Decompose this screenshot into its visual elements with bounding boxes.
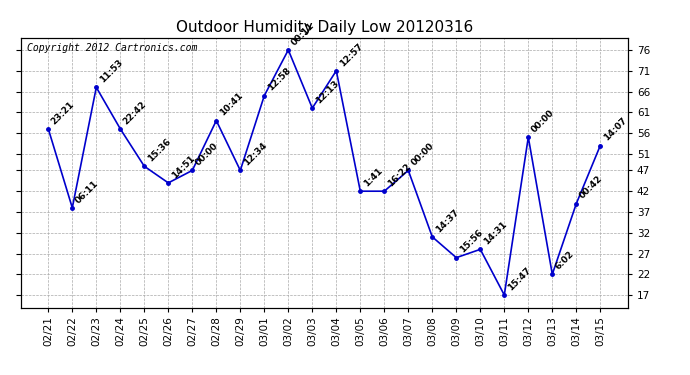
Text: 14:31: 14:31 (482, 220, 509, 247)
Text: 14:51: 14:51 (170, 153, 197, 180)
Text: 06:11: 06:11 (74, 178, 100, 205)
Text: 15:56: 15:56 (457, 228, 484, 255)
Text: 15:47: 15:47 (506, 266, 533, 292)
Text: 22:42: 22:42 (121, 99, 148, 126)
Text: 12:13: 12:13 (314, 79, 340, 105)
Text: 00:00: 00:00 (410, 141, 436, 168)
Text: 16:22: 16:22 (386, 162, 413, 188)
Text: Copyright 2012 Cartronics.com: Copyright 2012 Cartronics.com (27, 43, 197, 53)
Text: 00:42: 00:42 (578, 174, 604, 201)
Text: 1:41: 1:41 (362, 166, 384, 188)
Text: 14:37: 14:37 (434, 207, 460, 234)
Text: 12:34: 12:34 (241, 141, 268, 168)
Text: 12:57: 12:57 (337, 41, 364, 68)
Text: 10:41: 10:41 (217, 91, 244, 118)
Text: 23:21: 23:21 (50, 99, 77, 126)
Title: Outdoor Humidity Daily Low 20120316: Outdoor Humidity Daily Low 20120316 (176, 20, 473, 35)
Text: 00:11: 00:11 (290, 21, 316, 47)
Text: 12:58: 12:58 (266, 66, 293, 93)
Text: 11:53: 11:53 (98, 58, 124, 85)
Text: 15:36: 15:36 (146, 137, 172, 164)
Text: 00:00: 00:00 (194, 141, 220, 168)
Text: 14:07: 14:07 (602, 116, 629, 143)
Text: 00:00: 00:00 (530, 108, 556, 134)
Text: 6:02: 6:02 (553, 249, 575, 272)
